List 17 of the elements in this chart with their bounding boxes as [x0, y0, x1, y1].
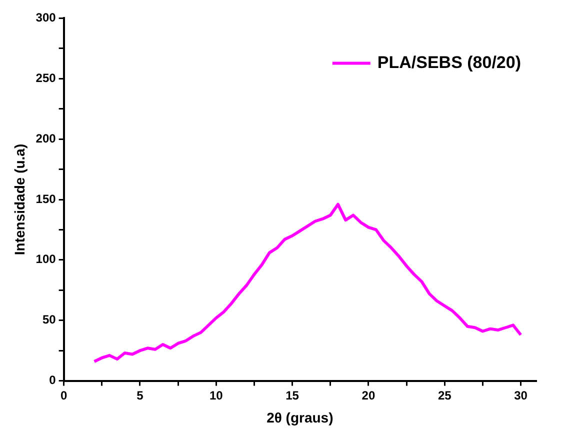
- y-tick-label: 100: [36, 252, 56, 266]
- y-tick-label: 0: [49, 373, 56, 388]
- x-tick-label: 30: [514, 388, 528, 402]
- x-tick-label: 5: [136, 388, 144, 402]
- x-tick-label: 20: [362, 388, 376, 402]
- y-tick-label: 300: [36, 10, 56, 25]
- y-axis-title: Intensidade (u.a): [11, 144, 28, 256]
- x-tick-label: 15: [286, 388, 300, 402]
- y-tick-label: 200: [36, 131, 56, 146]
- y-tick-label: 50: [42, 312, 56, 327]
- x-tick-label: 10: [209, 388, 224, 402]
- x-tick-label: 25: [438, 388, 452, 402]
- x-tick-label: 0: [60, 388, 68, 402]
- legend-label: PLA/SEBS (80/20): [377, 52, 522, 72]
- y-tick-label: 250: [36, 70, 56, 85]
- x-axis-title: 2θ (graus): [266, 409, 334, 426]
- y-tick-label: 150: [36, 192, 56, 206]
